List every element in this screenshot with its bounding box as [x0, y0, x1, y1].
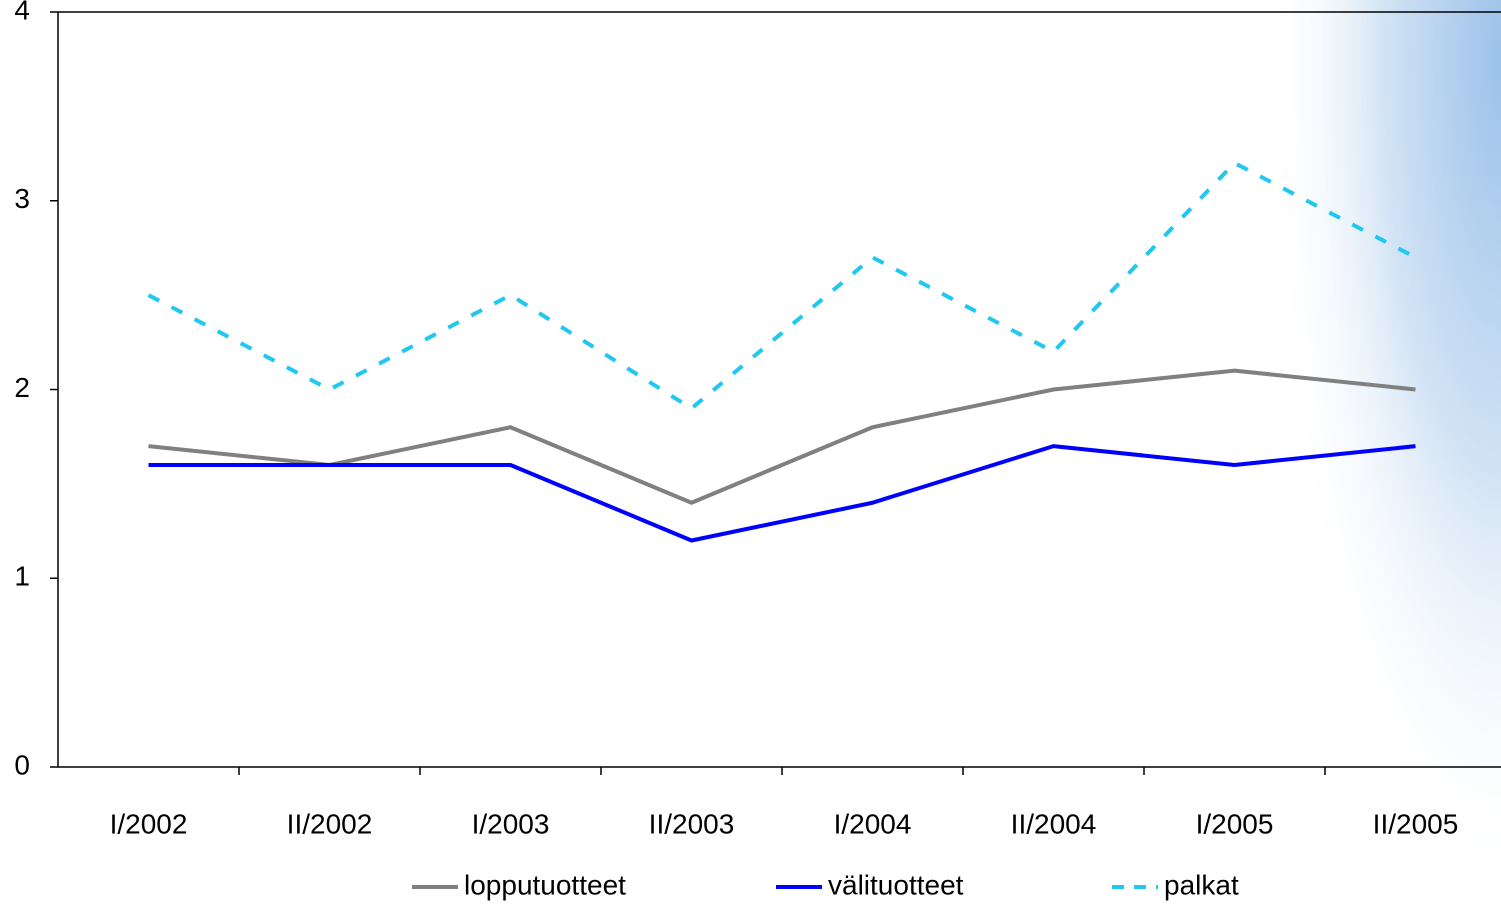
- x-tick-label: I/2003: [472, 808, 550, 839]
- x-tick-label: II/2003: [649, 808, 735, 839]
- legend-label: lopputuotteet: [464, 869, 626, 900]
- series-line: [148, 444, 1416, 543]
- x-tick-label: II/2002: [287, 808, 373, 839]
- x-tick-label: II/2005: [1373, 808, 1459, 839]
- legend-label: välituotteet: [828, 869, 964, 900]
- x-tick-label: I/2002: [110, 808, 188, 839]
- series-line: [148, 368, 1416, 505]
- x-tick-label: I/2005: [1196, 808, 1274, 839]
- y-tick-label: 0: [14, 749, 30, 780]
- legend-label: palkat: [1164, 869, 1239, 900]
- y-tick-label: 2: [14, 372, 30, 403]
- y-tick-label: 4: [14, 0, 30, 25]
- series-line: [147, 161, 1417, 411]
- y-tick-label: 1: [14, 561, 30, 592]
- x-tick-label: II/2004: [1011, 808, 1097, 839]
- x-tick-label: I/2004: [834, 808, 912, 839]
- y-tick-label: 3: [14, 183, 30, 214]
